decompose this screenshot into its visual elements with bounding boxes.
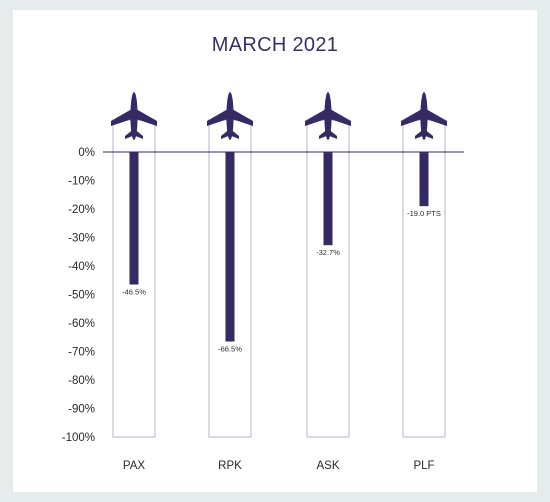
airplane-icon: [207, 92, 253, 140]
data-label: -66.5%: [218, 345, 242, 354]
y-tick-label: -90%: [68, 404, 95, 416]
x-category-label: PLF: [413, 460, 434, 472]
y-tick-label: -100%: [62, 432, 95, 444]
y-tick-label: -30%: [68, 233, 95, 245]
y-tick-label: -20%: [68, 204, 95, 216]
x-category-label: RPK: [218, 460, 242, 472]
y-tick-label: 0%: [78, 147, 95, 159]
y-tick-label: -50%: [68, 290, 95, 302]
bar: [129, 152, 139, 285]
data-label: -46.5%: [122, 288, 146, 297]
y-tick-label: -80%: [68, 375, 95, 387]
x-category-label: PAX: [123, 460, 145, 472]
data-label: -19.0 PTS: [407, 209, 441, 218]
bar-chart: 0% -10% -20% -30% -40% -50% -60% -70% -80% -90% -1…: [62, 92, 464, 472]
data-label: -32.7%: [316, 248, 340, 257]
bar: [323, 152, 333, 246]
x-category-label: ASK: [316, 460, 339, 472]
y-tick-label: -40%: [68, 261, 95, 273]
airplane-icon: [111, 92, 157, 140]
airplane-icon: [401, 92, 447, 140]
chart-title: MARCH 2021: [211, 34, 339, 56]
airplane-icon: [305, 92, 351, 140]
chart-card: MARCH 2021 0% -10% -20% -30% -40% -50% -60% -70…: [13, 10, 537, 492]
bar: [225, 152, 235, 342]
bar: [419, 152, 429, 207]
y-tick-label: -10%: [68, 176, 95, 188]
y-tick-label: -70%: [68, 347, 95, 359]
y-tick-label: -60%: [68, 318, 95, 330]
